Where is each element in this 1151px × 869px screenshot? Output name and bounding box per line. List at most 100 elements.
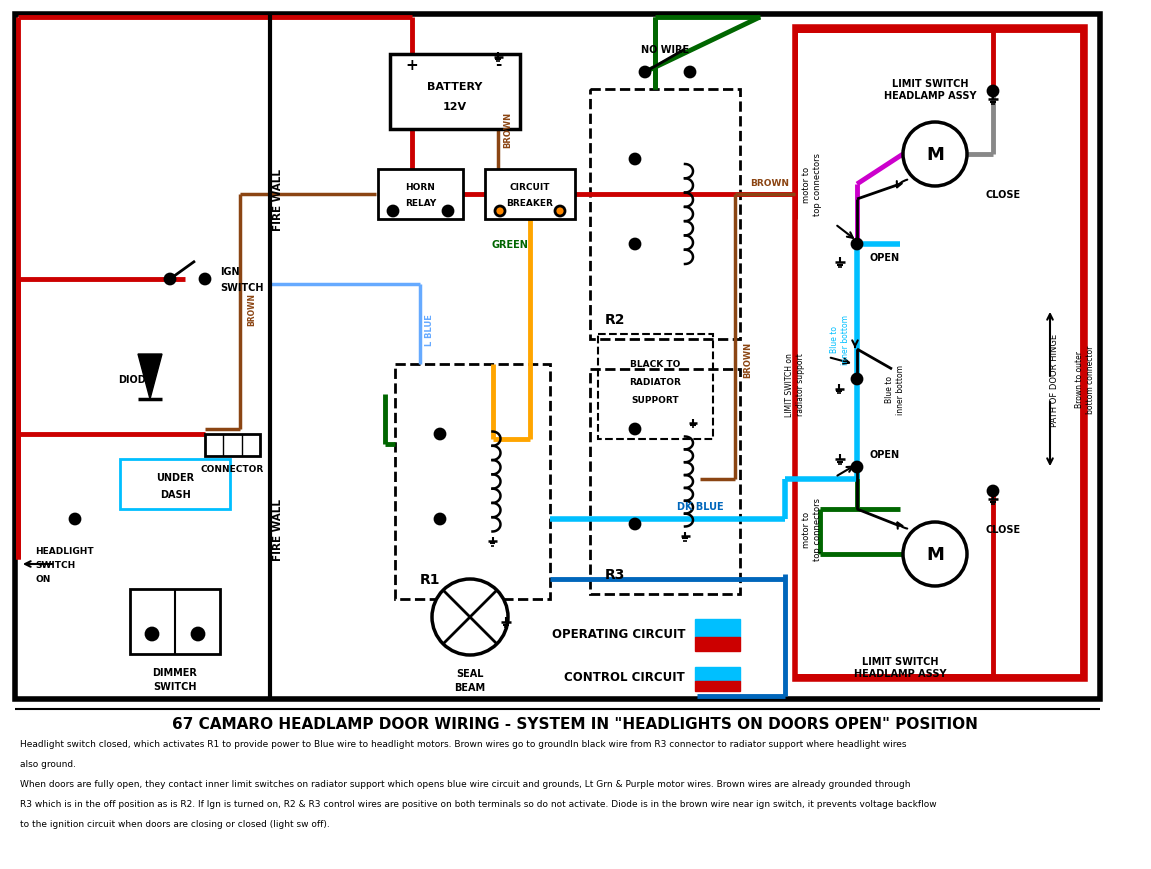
- Bar: [590, 369, 740, 594]
- Text: LIMIT SWITCH
HEADLAMP ASSY: LIMIT SWITCH HEADLAMP ASSY: [854, 656, 946, 678]
- Circle shape: [904, 522, 967, 587]
- Circle shape: [388, 207, 398, 216]
- Circle shape: [495, 207, 505, 216]
- Text: CONTROL CIRCUIT: CONTROL CIRCUIT: [564, 671, 685, 684]
- Circle shape: [852, 240, 862, 249]
- Text: to the ignition circuit when doors are closing or closed (light sw off).: to the ignition circuit when doors are c…: [20, 819, 329, 828]
- Text: RADIATOR: RADIATOR: [630, 378, 681, 387]
- Text: PATH OF DOOR HINGE: PATH OF DOOR HINGE: [1051, 333, 1060, 426]
- Text: Headlight switch closed, which activates R1 to provide power to Blue wire to hea: Headlight switch closed, which activates…: [20, 740, 907, 748]
- Bar: [390, 55, 520, 129]
- Text: CLOSE: CLOSE: [985, 189, 1020, 200]
- Bar: [599, 335, 712, 440]
- Circle shape: [435, 429, 445, 440]
- Polygon shape: [138, 355, 162, 400]
- Text: OPEN: OPEN: [870, 449, 900, 460]
- Text: SUPPORT: SUPPORT: [632, 396, 679, 405]
- Text: LIMIT SWITCH
HEADLAMP ASSY: LIMIT SWITCH HEADLAMP ASSY: [884, 79, 976, 101]
- Text: also ground.: also ground.: [20, 760, 76, 768]
- Circle shape: [685, 68, 695, 78]
- Text: -: -: [495, 57, 501, 72]
- Circle shape: [435, 514, 445, 524]
- Text: DIMMER: DIMMER: [153, 667, 198, 677]
- Text: RELAY: RELAY: [405, 198, 436, 208]
- Circle shape: [630, 520, 640, 529]
- Text: DASH: DASH: [160, 489, 190, 500]
- Text: CONNECTOR: CONNECTOR: [201, 465, 264, 474]
- Bar: [695, 681, 740, 691]
- Text: M: M: [927, 546, 944, 563]
- Circle shape: [200, 275, 209, 285]
- Text: BROWN: BROWN: [744, 342, 753, 378]
- Text: SEAL: SEAL: [456, 668, 483, 678]
- Text: When doors are fully open, they contact inner limit switches on radiator support: When doors are fully open, they contact …: [20, 779, 910, 788]
- Text: BATTERY: BATTERY: [427, 82, 482, 92]
- Text: SWITCH: SWITCH: [35, 561, 75, 570]
- Bar: [695, 620, 740, 637]
- Circle shape: [630, 425, 640, 434]
- Text: LIMIT SWITCH on
radiator support: LIMIT SWITCH on radiator support: [785, 353, 805, 416]
- Text: motor to
top connectors: motor to top connectors: [802, 498, 822, 561]
- Text: HORN: HORN: [405, 182, 435, 191]
- Circle shape: [146, 628, 158, 640]
- Text: FIRE WALL: FIRE WALL: [273, 169, 283, 231]
- Circle shape: [852, 462, 862, 473]
- Text: ON: ON: [35, 574, 51, 584]
- Text: CIRCUIT: CIRCUIT: [510, 182, 550, 191]
- Text: BEAM: BEAM: [455, 682, 486, 693]
- Circle shape: [988, 487, 998, 496]
- Text: +: +: [405, 57, 418, 72]
- Circle shape: [432, 580, 508, 655]
- Text: motor to
top connectors: motor to top connectors: [802, 153, 822, 216]
- Text: SWITCH: SWITCH: [220, 282, 264, 293]
- Text: BLACK TO: BLACK TO: [631, 360, 680, 369]
- Circle shape: [555, 207, 565, 216]
- Bar: [205, 434, 260, 456]
- Text: R1: R1: [420, 573, 441, 587]
- Circle shape: [70, 514, 81, 524]
- Bar: [695, 637, 740, 651]
- Text: DIODE: DIODE: [119, 375, 152, 385]
- Circle shape: [630, 155, 640, 165]
- Circle shape: [852, 375, 862, 385]
- Text: CLOSE: CLOSE: [985, 524, 1020, 534]
- Circle shape: [640, 68, 650, 78]
- Text: SWITCH: SWITCH: [153, 681, 197, 691]
- Text: FIRE WALL: FIRE WALL: [273, 499, 283, 561]
- Text: L BLUE: L BLUE: [426, 314, 434, 346]
- Bar: [378, 169, 463, 220]
- Text: Blue to
inner bottom: Blue to inner bottom: [830, 315, 849, 365]
- Text: BREAKER: BREAKER: [506, 198, 554, 208]
- Circle shape: [988, 87, 998, 96]
- Text: R3 which is in the off position as is R2. If Ign is turned on, R2 & R3 control w: R3 which is in the off position as is R2…: [20, 799, 937, 808]
- Circle shape: [192, 628, 204, 640]
- Circle shape: [165, 275, 175, 285]
- Text: UNDER: UNDER: [155, 473, 195, 482]
- Circle shape: [443, 207, 453, 216]
- Text: GREEN: GREEN: [491, 240, 528, 249]
- Text: DK BLUE: DK BLUE: [677, 501, 723, 512]
- Bar: [15, 15, 1100, 700]
- Circle shape: [904, 123, 967, 187]
- Bar: [485, 169, 576, 220]
- Text: OPERATING CIRCUIT: OPERATING CIRCUIT: [551, 627, 685, 640]
- Text: OPEN: OPEN: [870, 253, 900, 262]
- Text: BROWN: BROWN: [503, 112, 512, 148]
- Text: NO WIRE: NO WIRE: [641, 45, 689, 55]
- Bar: [795, 28, 1085, 680]
- Bar: [695, 667, 740, 681]
- Bar: [395, 365, 550, 600]
- Text: BROWN: BROWN: [247, 293, 257, 326]
- Text: Blue to
inner bottom: Blue to inner bottom: [885, 365, 905, 415]
- Text: IGN: IGN: [220, 267, 239, 276]
- Bar: [130, 589, 220, 654]
- Circle shape: [630, 240, 640, 249]
- Text: R2: R2: [605, 313, 625, 327]
- Text: BROWN: BROWN: [750, 178, 790, 188]
- Text: 12V: 12V: [443, 102, 467, 112]
- Text: 67 CAMARO HEADLAMP DOOR WIRING - SYSTEM IN "HEADLIGHTS ON DOORS OPEN" POSITION: 67 CAMARO HEADLAMP DOOR WIRING - SYSTEM …: [171, 717, 978, 732]
- Bar: [120, 460, 230, 509]
- Text: M: M: [927, 146, 944, 164]
- Text: Brown to outer
bottom connector: Brown to outer bottom connector: [1075, 345, 1095, 414]
- Text: R3: R3: [605, 567, 625, 581]
